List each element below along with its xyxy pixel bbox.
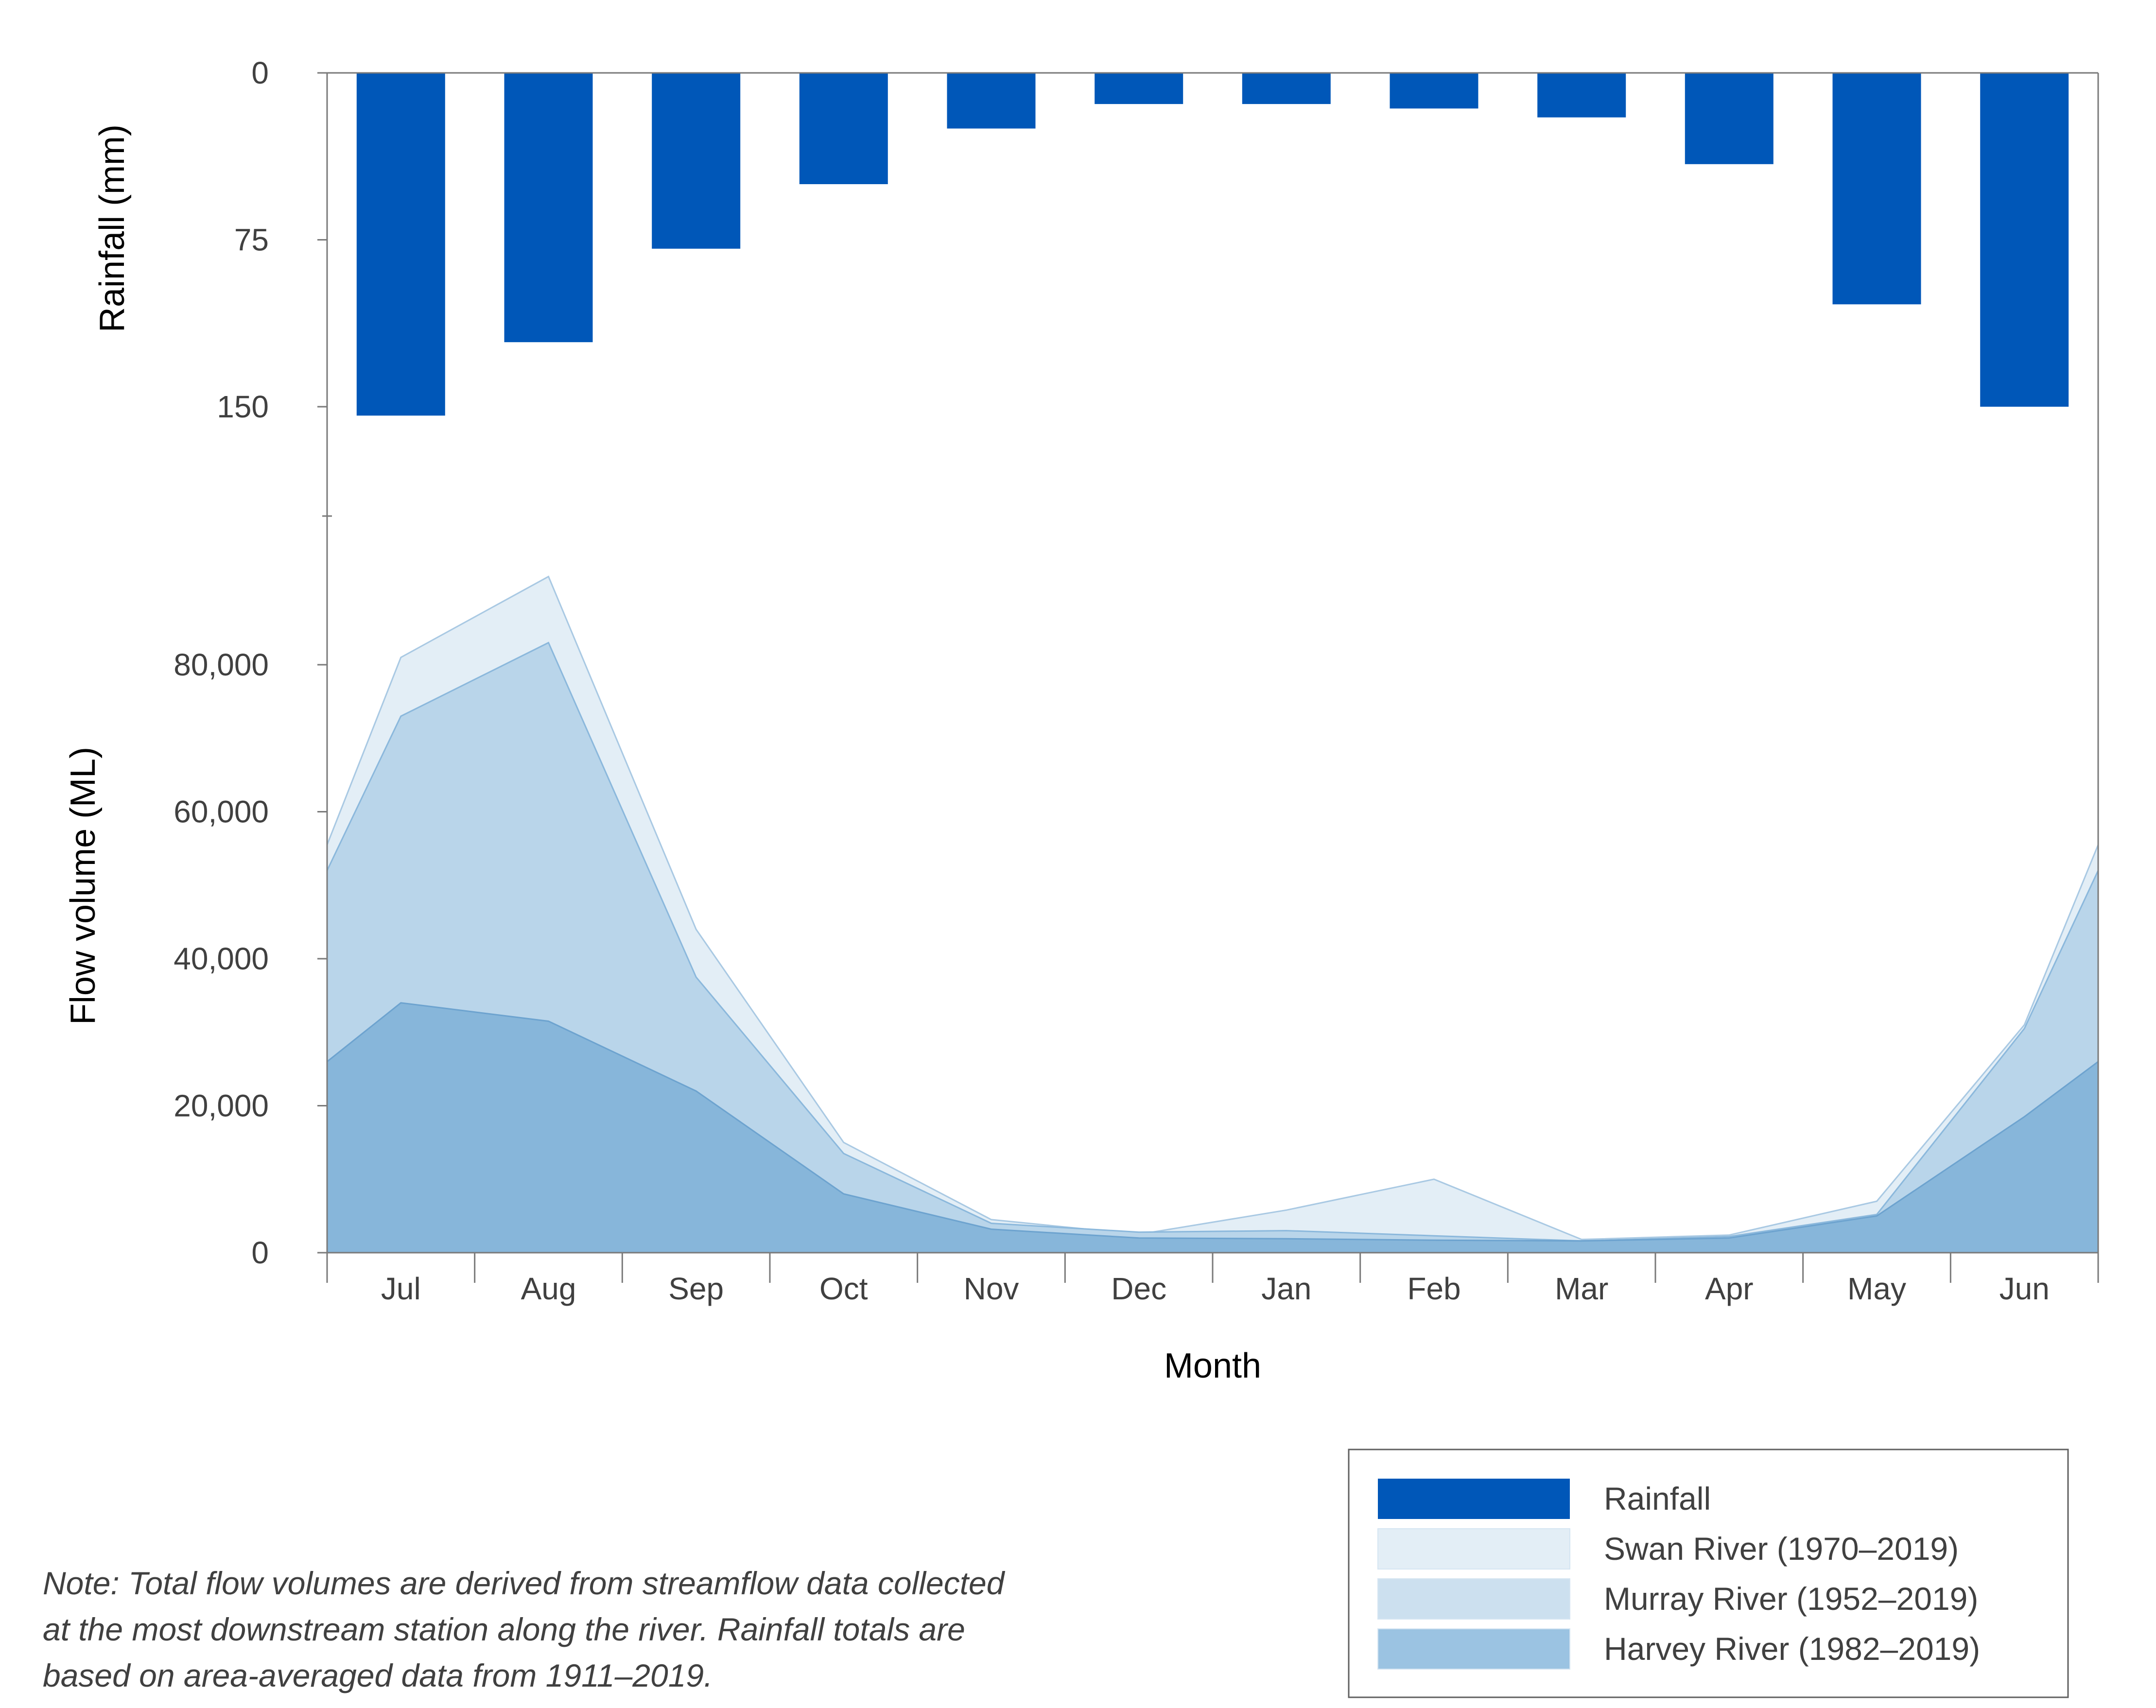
month-tick-label: Apr (1705, 1271, 1754, 1306)
legend-label: Harvey River (1982–2019) (1604, 1631, 1980, 1667)
note: Note: Total flow volumes are derived fro… (43, 1565, 1006, 1693)
legend-label: Swan River (1970–2019) (1604, 1531, 1959, 1567)
rainfall-bars (356, 73, 2069, 416)
flow-axis-title: Flow volume (ML) (64, 747, 103, 1025)
legend-swatch (1377, 1578, 1570, 1620)
flow-tick-label: 60,000 (174, 794, 269, 829)
rainfall-tick-label: 75 (234, 223, 269, 258)
flow-tick-label: 40,000 (174, 941, 269, 976)
month-ticks: Jul Aug Sep Oct Nov Dec Jan Feb Mar Apr May Jun (326, 1253, 2099, 1306)
flow-area-series-1 (327, 642, 2098, 1253)
rainfall-bar (1685, 73, 1773, 164)
rainfall-bar (504, 73, 593, 343)
rainfall-bar (1537, 73, 1626, 118)
rainfall-tick-label: 150 (217, 389, 269, 424)
flow-area-series-2 (327, 1002, 2098, 1253)
rainfall-bar (1832, 73, 1921, 305)
rainfall-bar (947, 73, 1036, 129)
month-tick-label: Nov (964, 1271, 1019, 1306)
flow-line-series-2 (327, 1002, 2099, 1242)
month-tick-label: Feb (1407, 1271, 1461, 1306)
rainfall-bar (1242, 73, 1331, 104)
rainfall-bar (799, 73, 888, 184)
flow-tick-label: 80,000 (174, 647, 269, 682)
flow-tick-label: 0 (251, 1235, 269, 1270)
month-tick-label: Sep (668, 1271, 724, 1306)
month-tick-label: Dec (1111, 1271, 1166, 1306)
x-axis-title: Month (1164, 1346, 1261, 1385)
flow-line-series-1 (326, 641, 2099, 1242)
note-line: based on area-averaged data from 1911–20… (43, 1657, 713, 1693)
month-tick-label: Jan (1261, 1271, 1311, 1306)
legend-swatch (1377, 1528, 1570, 1570)
rainfall-bar (356, 73, 445, 416)
legend-label: Rainfall (1604, 1481, 1711, 1517)
legend-swatch (1377, 1628, 1570, 1670)
flow-line-series-0 (326, 575, 2099, 1241)
rainfall-bar (1095, 73, 1183, 104)
flow-ticks: 0 20,000 40,000 60,000 80,000 (174, 647, 327, 1270)
rainfall-ticks: 0 75 150 (217, 55, 327, 424)
legend-label: Murray River (1952–2019) (1604, 1581, 1978, 1617)
month-tick-label: Mar (1555, 1271, 1608, 1306)
month-tick-label: Jul (381, 1271, 421, 1306)
flow-areas (326, 575, 2099, 1253)
legend: Rainfall Swan River (1970–2019) Murray Riv… (1348, 1449, 2069, 1698)
month-tick-label: Aug (521, 1271, 576, 1306)
note-line: at the most downstream station along the… (43, 1611, 965, 1647)
rainfall-bar (652, 73, 741, 249)
month-tick-label: Jun (2000, 1271, 2050, 1306)
note-line: Note: Total flow volumes are derived fro… (43, 1565, 1006, 1601)
rainfall-bar (1390, 73, 1478, 109)
rainfall-axis-title: Rainfall (mm) (93, 124, 132, 332)
rainfall-bar (1980, 73, 2069, 407)
month-tick-label: May (1847, 1271, 1906, 1306)
rainfall-tick-label: 0 (251, 55, 269, 90)
flow-tick-label: 20,000 (174, 1088, 269, 1123)
legend-swatch (1378, 1479, 1570, 1519)
month-tick-label: Oct (819, 1271, 868, 1306)
